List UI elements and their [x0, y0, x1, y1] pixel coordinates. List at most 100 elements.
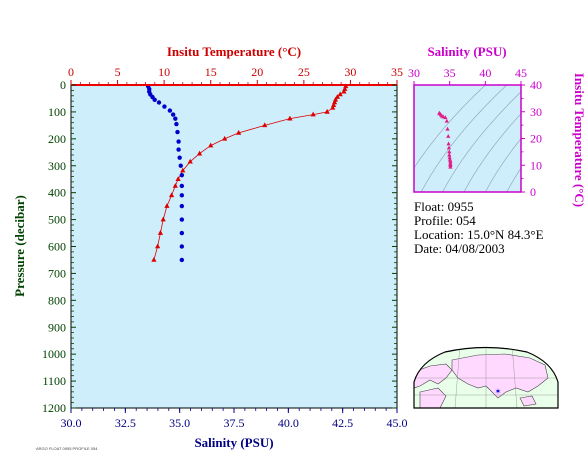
map-frame: [413, 346, 559, 409]
salinity-point: [175, 129, 180, 135]
temperature-point: [155, 243, 161, 249]
ts-point: [447, 155, 452, 160]
temperature-point: [168, 192, 175, 198]
pressure-tick-label: 0: [60, 78, 66, 92]
temperature-point: [262, 122, 268, 128]
salinity-point: [179, 244, 185, 249]
salinity-point: [156, 100, 162, 105]
salinity-point: [179, 217, 185, 222]
profile-ticks: 0100200300400500600700800900100011001200…: [42, 65, 408, 430]
temperature-point: [157, 230, 164, 235]
ts-points: [437, 110, 453, 169]
ts-point: [444, 118, 449, 123]
ts-temperature-tick-label: 40: [530, 78, 542, 92]
pressure-tick-label: 200: [48, 132, 66, 146]
ts-point: [448, 164, 453, 169]
temperature-point: [324, 108, 330, 114]
float-position-marker: ✶: [495, 387, 502, 396]
pressure-tick-label: 800: [48, 293, 66, 307]
temperature-point: [187, 158, 193, 164]
ts-salinity-tick-label: 40: [479, 66, 491, 80]
density-contour: [485, 138, 521, 192]
pressure-tick-label: 1100: [42, 374, 66, 388]
temperature-point: [151, 256, 157, 262]
temperature-tick-label: 5: [115, 65, 121, 79]
temperature-point: [287, 115, 293, 121]
ts-salinity-tick-label: 30: [408, 66, 420, 80]
pressure-tick-label: 1200: [42, 401, 66, 415]
salinity-tick-label: 37.5: [224, 416, 245, 430]
ts-top-axis-title: Salinity (PSU): [427, 44, 506, 59]
temperature-tick-label: 10: [158, 65, 170, 79]
pressure-tick-label: 700: [48, 266, 66, 280]
salinity-point: [174, 121, 179, 127]
salinity-point: [176, 139, 181, 144]
ts-density-contours: [414, 85, 521, 192]
ts-point: [446, 141, 451, 146]
temperature-point: [341, 88, 347, 94]
temperature-point: [164, 203, 170, 208]
map-land: [414, 347, 558, 408]
ts-point: [446, 133, 451, 138]
density-contour: [506, 167, 521, 192]
ts-right-axis-title: Insitu Temperature (°C): [572, 73, 587, 207]
ts-point: [446, 145, 452, 150]
temperature-point: [334, 94, 340, 99]
ts-point: [445, 126, 450, 131]
temperature-point: [196, 150, 203, 156]
salinity-tick-label: 30.0: [61, 416, 82, 430]
temperature-point: [160, 216, 166, 222]
salinity-point: [167, 108, 173, 113]
salinity-tick-label: 42.5: [332, 416, 353, 430]
bottom-axis-title: Salinity (PSU): [194, 435, 273, 450]
pressure-tick-label: 100: [48, 105, 66, 119]
ts-salinity-tick-label: 35: [444, 66, 456, 80]
density-contour: [442, 91, 521, 192]
ts-temperature-tick-label: 0: [530, 185, 536, 199]
temperature-point: [175, 176, 181, 182]
pressure-tick-label: 1000: [42, 347, 66, 361]
temperature-point: [337, 91, 343, 97]
salinity-point: [176, 147, 181, 152]
ts-temperature-tick-label: 20: [530, 132, 542, 146]
salinity-tick-label: 45.0: [387, 416, 408, 430]
density-contour: [420, 85, 507, 192]
y-axis-title: Pressure (decibar): [12, 195, 27, 297]
pressure-tick-label: 900: [48, 320, 66, 334]
temperature-point: [172, 182, 178, 188]
salinity-point: [152, 97, 157, 103]
float-id: Float: 0955: [414, 199, 474, 214]
profile-points: [145, 83, 349, 263]
pressure-tick-label: 400: [48, 186, 66, 200]
temperature-tick-label: 30: [344, 65, 356, 79]
profile-number: Profile: 054: [414, 213, 476, 228]
float-location: Location: 15.0°N 84.3°E: [414, 227, 544, 242]
footer-text: ARGO FLOAT 0955 PROFILE 054: [36, 446, 98, 451]
ts-temperature-tick-label: 10: [530, 158, 542, 172]
ts-point: [443, 115, 448, 120]
ts-point: [447, 152, 452, 157]
salinity-tick-label: 32.5: [115, 416, 136, 430]
ts-salinity-tick-label: 45: [515, 66, 527, 80]
temperature-point: [330, 104, 336, 110]
profile-plot-area: [71, 85, 397, 408]
salinity-point: [170, 112, 176, 117]
temperature-point: [180, 167, 186, 173]
salinity-point: [179, 172, 185, 178]
ts-temperature-tick-label: 30: [530, 105, 542, 119]
salinity-point: [162, 104, 167, 109]
pressure-tick-label: 600: [48, 240, 66, 254]
ts-point: [447, 149, 452, 154]
density-contour: [414, 85, 486, 169]
salinity-point: [179, 183, 185, 189]
pressure-tick-label: 300: [48, 159, 66, 173]
temperature-tick-label: 15: [205, 65, 217, 79]
salinity-point: [179, 257, 185, 263]
salinity-point: [179, 193, 185, 198]
salinity-point: [179, 203, 185, 209]
temperature-point: [208, 142, 214, 148]
salinity-point: [178, 163, 183, 168]
temperature-point: [222, 135, 228, 141]
